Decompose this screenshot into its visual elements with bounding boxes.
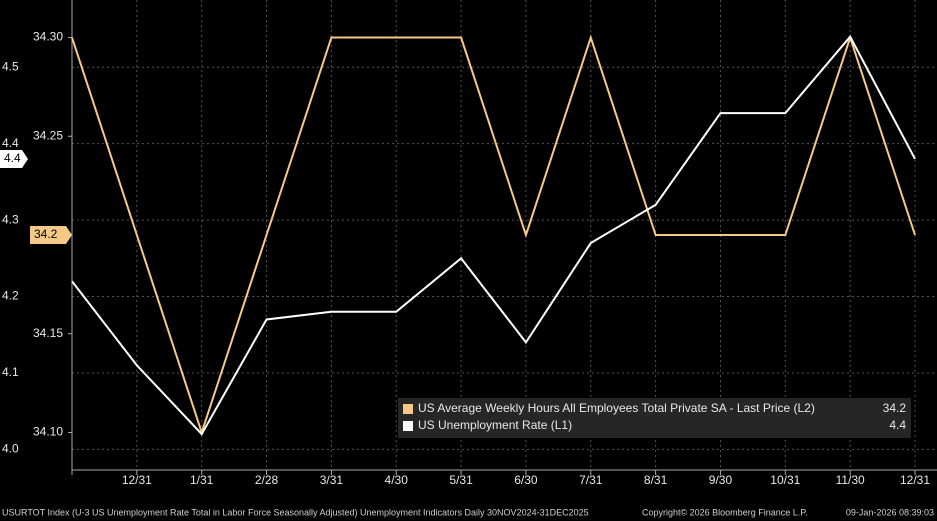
x-tick-label: 3/31 — [320, 473, 344, 487]
y-tick-label: 4.3 — [2, 212, 19, 226]
y-tick-label: 4.1 — [2, 365, 19, 379]
x-tick-label: 7/31 — [579, 473, 603, 487]
line-series — [71, 34, 916, 436]
legend-swatch — [403, 421, 413, 431]
legend-value: 34.2 — [883, 401, 907, 415]
x-tick-label: 12/31 — [122, 473, 152, 487]
y-tick-label: 4.4 — [2, 136, 19, 150]
footer-copyright: Copyright© 2026 Bloomberg Finance L.P. — [642, 507, 808, 517]
legend-label: US Unemployment Rate (L1) — [418, 418, 572, 432]
x-tick-label: 2/28 — [255, 473, 279, 487]
legend-box — [398, 398, 911, 438]
footer-description: USURTOT Index (U-3 US Unemployment Rate … — [2, 507, 589, 517]
x-tick-label: 1/31 — [190, 473, 214, 487]
x-tick-label: 6/30 — [514, 473, 538, 487]
x-tick-label: 4/30 — [385, 473, 409, 487]
y-tick-label: 4.2 — [2, 289, 19, 303]
last-value-flag — [30, 226, 72, 244]
last-value-label: 4.4 — [4, 151, 21, 165]
footer-timestamp: 09-Jan-2026 08:39:03 — [846, 507, 934, 517]
legend-value: 4.4 — [889, 418, 906, 432]
y2-tick-label: 34.10 — [33, 425, 63, 439]
y2-tick-label: 34.30 — [33, 30, 63, 44]
y-tick-label: 4.5 — [2, 59, 19, 73]
x-tick-label: 5/31 — [449, 473, 473, 487]
x-tick-label: 10/31 — [770, 473, 800, 487]
y2-tick-label: 34.25 — [33, 128, 63, 142]
legend-label: US Average Weekly Hours All Employees To… — [418, 401, 815, 415]
last-value-label: 34.2 — [34, 227, 58, 241]
x-tick-label: 12/31 — [900, 473, 930, 487]
x-tick-label: 11/30 — [836, 473, 865, 487]
y2-tick-label: 34.15 — [33, 326, 63, 340]
line-series — [71, 34, 916, 436]
y-tick-label: 4.0 — [2, 442, 19, 456]
last-value-flag — [0, 149, 28, 168]
x-tick-label: 9/30 — [709, 473, 733, 487]
x-tick-label: 8/31 — [644, 473, 668, 487]
legend: US Average Weekly Hours All Employees To… — [398, 398, 911, 438]
legend-swatch — [403, 404, 413, 414]
